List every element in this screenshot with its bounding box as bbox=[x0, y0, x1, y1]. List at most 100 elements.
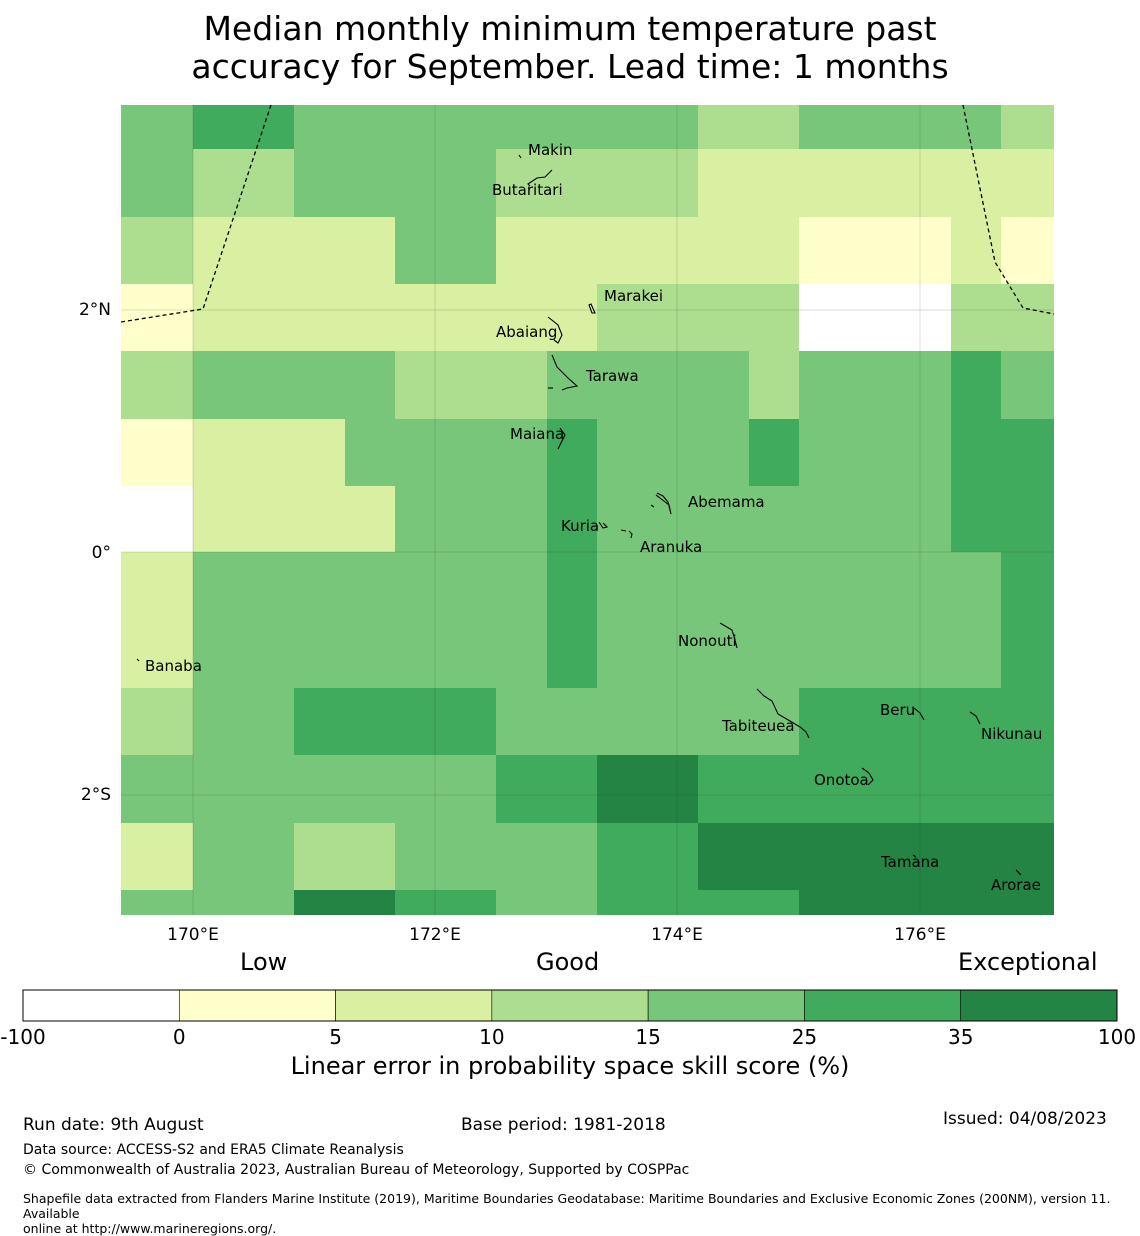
grid-cell bbox=[294, 284, 345, 351]
grid-cell bbox=[597, 688, 698, 755]
grid-cell bbox=[698, 688, 749, 755]
grid-cell bbox=[345, 149, 395, 217]
grid-cell bbox=[597, 620, 698, 688]
grid-cell bbox=[900, 890, 951, 915]
island-label-maiana: Maiana bbox=[510, 425, 564, 443]
grid-cell bbox=[951, 890, 1001, 915]
grid-cell bbox=[900, 284, 951, 351]
island-label-kuria: Kuria bbox=[561, 517, 599, 535]
grid-cell bbox=[121, 217, 193, 284]
run-date: Run date: 9th August bbox=[23, 1115, 204, 1135]
colorbar-segment bbox=[178, 989, 336, 1022]
grid-cell bbox=[193, 755, 294, 823]
grid-cell bbox=[121, 552, 193, 620]
grid-cell bbox=[294, 149, 345, 217]
colorbar-tick-label: 0 bbox=[173, 1025, 186, 1049]
grid-cell bbox=[345, 620, 395, 688]
grid-cell bbox=[597, 284, 698, 351]
grid-cell bbox=[345, 284, 395, 351]
title-line-2: accuracy for September. Lead time: 1 mon… bbox=[191, 47, 949, 86]
map-title: Median monthly minimum temperature past … bbox=[0, 10, 1140, 86]
island-label-arorae: Arorae bbox=[991, 876, 1041, 894]
graticule bbox=[121, 105, 1054, 915]
grid-cell bbox=[496, 217, 547, 284]
issued-date: Issued: 04/08/2023 bbox=[943, 1109, 1107, 1129]
grid-cell bbox=[121, 890, 193, 915]
colorbar-segment bbox=[647, 989, 805, 1022]
island-label-abaiang: Abaiang bbox=[496, 323, 557, 341]
grid-cell bbox=[597, 552, 698, 620]
grid-cell bbox=[799, 890, 900, 915]
grid-cell bbox=[345, 419, 395, 486]
grid-cell bbox=[193, 486, 294, 552]
grid-cell bbox=[1001, 486, 1054, 552]
island-label-abemama: Abemama bbox=[688, 493, 765, 511]
grid-cell bbox=[345, 890, 395, 915]
grid-cell bbox=[951, 105, 1001, 149]
grid-cell bbox=[951, 552, 1001, 620]
grid-cell bbox=[799, 486, 900, 552]
latitude-labels: 2°N 0° 2°S bbox=[79, 300, 111, 805]
grid-cell bbox=[395, 149, 496, 217]
grid-cell bbox=[121, 149, 193, 217]
colorbar-segment bbox=[491, 989, 649, 1022]
island-label-butaritari: Butaritari bbox=[492, 181, 563, 199]
colorbar-tick-label: 35 bbox=[948, 1025, 973, 1049]
grid-cell bbox=[799, 105, 900, 149]
grid-cell bbox=[799, 620, 900, 688]
grid-cell bbox=[900, 620, 951, 688]
grid-cell bbox=[597, 351, 698, 419]
grid-cell bbox=[121, 284, 193, 351]
grid-cell bbox=[799, 217, 900, 284]
grid-cell bbox=[749, 217, 799, 284]
grid-cell bbox=[294, 755, 345, 823]
grid-cell bbox=[547, 486, 597, 552]
grid-cell bbox=[121, 351, 193, 419]
grid-cell bbox=[496, 419, 547, 486]
colorbar-segment bbox=[22, 989, 180, 1022]
grid-cell bbox=[547, 688, 597, 755]
grid-cell bbox=[193, 217, 294, 284]
grid-cell bbox=[749, 149, 799, 217]
base-period: Base period: 1981-2018 bbox=[461, 1115, 666, 1135]
lon-label-170e: 170°E bbox=[167, 925, 219, 945]
grid-cell bbox=[547, 419, 597, 486]
colorbar-tick-label: 10 bbox=[479, 1025, 504, 1049]
grid-cell bbox=[900, 351, 951, 419]
grid-cell bbox=[496, 620, 547, 688]
grid-cell bbox=[395, 552, 496, 620]
grid-cell bbox=[698, 486, 749, 552]
grid-cell bbox=[799, 284, 900, 351]
grid-cell bbox=[597, 486, 698, 552]
island-label-tarawa: Tarawa bbox=[585, 367, 639, 385]
grid-cell bbox=[698, 217, 749, 284]
grid-cell bbox=[121, 620, 193, 688]
category-low: Low bbox=[240, 948, 288, 976]
grid-cell bbox=[294, 823, 345, 890]
grid-cell bbox=[951, 620, 1001, 688]
colorbar-tick-label: 5 bbox=[329, 1025, 342, 1049]
grid-cell bbox=[1001, 552, 1054, 620]
grid-cell bbox=[698, 552, 749, 620]
grid-cell bbox=[193, 351, 294, 419]
grid-cell bbox=[951, 823, 1001, 890]
colorbar-tick-label: -100 bbox=[0, 1025, 45, 1049]
grid-cell bbox=[193, 823, 294, 890]
grid-cell bbox=[749, 419, 799, 486]
grid-cell bbox=[698, 823, 749, 890]
shapefile-credit-line-1: Shapefile data extracted from Flanders M… bbox=[23, 1191, 1111, 1221]
colorbar-frame bbox=[22, 989, 1118, 1022]
skill-score-map: Makin Butaritari Marakei Abaiang Tarawa … bbox=[79, 104, 1055, 945]
grid-cell bbox=[597, 755, 698, 823]
grid-cell bbox=[193, 688, 294, 755]
grid-cell bbox=[1001, 284, 1054, 351]
grid-cell bbox=[547, 284, 597, 351]
grid-cell bbox=[395, 823, 496, 890]
island-label-tabiteuea: Tabiteuea bbox=[721, 717, 795, 735]
category-good: Good bbox=[536, 948, 600, 976]
grid-cell bbox=[951, 486, 1001, 552]
grid-cell bbox=[496, 351, 547, 419]
grid-cell bbox=[121, 823, 193, 890]
grid-cell bbox=[597, 890, 698, 915]
grid-cell bbox=[496, 755, 547, 823]
